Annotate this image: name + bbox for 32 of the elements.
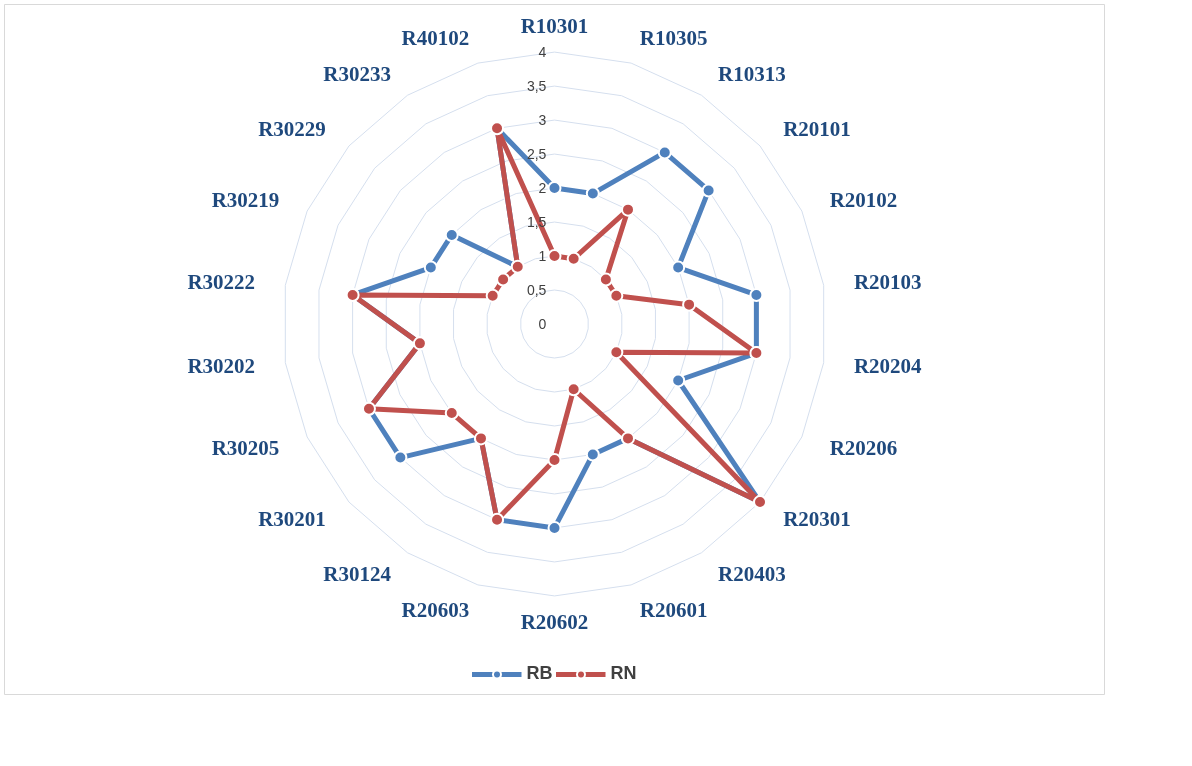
spoke-label: R30222 bbox=[187, 269, 256, 294]
y-tick-label: 4 bbox=[538, 44, 547, 61]
spoke-label: R20101 bbox=[783, 117, 851, 142]
spoke-label: R20206 bbox=[829, 435, 898, 460]
y-tick-label: 2,5 bbox=[526, 146, 547, 163]
spoke-label: R30124 bbox=[323, 562, 392, 587]
spoke-label: R30205 bbox=[211, 435, 280, 460]
spoke-label: R30233 bbox=[323, 61, 391, 86]
spoke-label: R30219 bbox=[211, 188, 280, 213]
y-tick-label: 0 bbox=[538, 316, 547, 333]
spoke-label: R20403 bbox=[718, 562, 786, 587]
spoke-label: R30201 bbox=[258, 506, 326, 531]
y-tick-label: 1 bbox=[538, 248, 547, 265]
y-tick-label: 0,5 bbox=[526, 282, 547, 299]
spoke-label: R10313 bbox=[718, 61, 786, 86]
y-tick-label: 3 bbox=[538, 112, 547, 129]
spoke-label: R20601 bbox=[639, 597, 708, 622]
spoke-label: R10305 bbox=[639, 26, 708, 51]
y-tick-label: 3,5 bbox=[526, 78, 547, 95]
y-tick-label: 2 bbox=[538, 180, 547, 197]
spoke-label: R10301 bbox=[520, 14, 589, 39]
spoke-label: R30229 bbox=[258, 117, 326, 142]
spoke-label: R20602 bbox=[520, 609, 589, 634]
spoke-label: R20103 bbox=[853, 269, 922, 294]
legend-label: RN bbox=[610, 663, 637, 684]
spoke-label: R20102 bbox=[829, 188, 898, 213]
spoke-label: R20301 bbox=[783, 506, 851, 531]
legend-label: RB bbox=[526, 663, 553, 684]
spoke-label: R30202 bbox=[187, 354, 256, 379]
spoke-label: R20204 bbox=[853, 354, 923, 379]
spoke-label: R20603 bbox=[401, 597, 470, 622]
spoke-label: R40102 bbox=[401, 26, 470, 51]
